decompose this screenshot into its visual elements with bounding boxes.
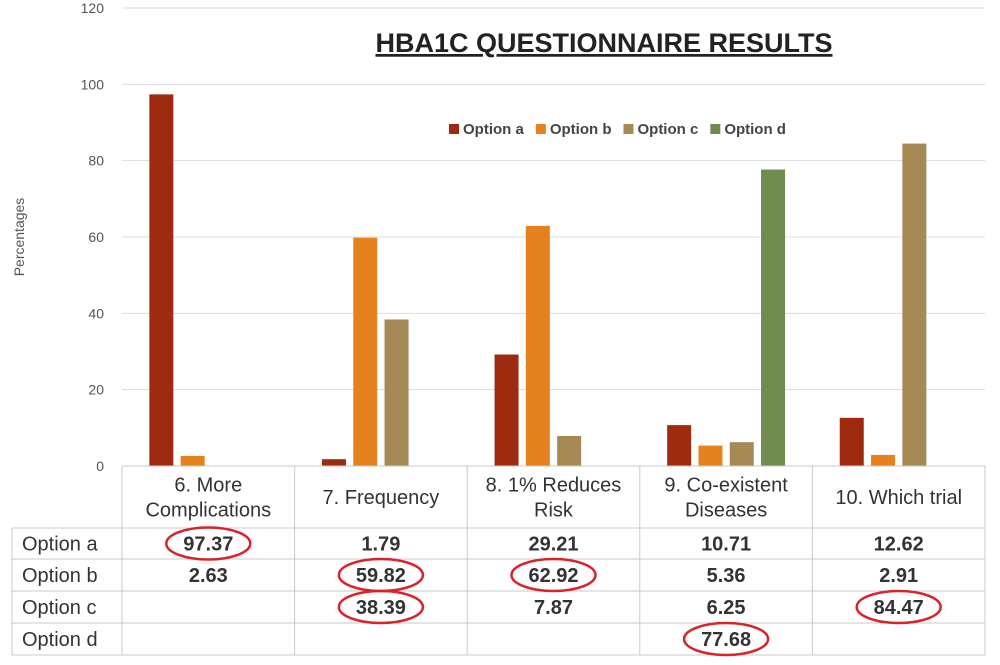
chart-title: HBA1C QUESTIONNAIRE RESULTS	[375, 28, 832, 58]
category-label: 7. Frequency	[323, 487, 440, 509]
y-axis: 0 20 40 60 80 100 120	[81, 0, 105, 474]
bar	[149, 94, 174, 467]
bar	[384, 319, 409, 466]
data-label: 77.68	[701, 629, 751, 651]
y-tick-label: 80	[88, 153, 104, 169]
category-label: Diseases	[685, 500, 767, 522]
bar	[557, 435, 582, 466]
highlight-circle	[510, 557, 597, 593]
bar	[761, 169, 786, 466]
data-label: 6.25	[707, 597, 746, 619]
y-tick-label: 20	[88, 382, 104, 398]
bar	[525, 225, 550, 466]
category-label: Complications	[145, 500, 271, 522]
category-label: 9. Co-existent	[664, 475, 788, 497]
highlight-circle	[855, 589, 942, 625]
data-label: 84.47	[874, 597, 924, 619]
legend-label: Option b	[550, 121, 612, 138]
y-tick-label: 60	[88, 229, 104, 245]
bar	[180, 455, 205, 466]
legend: Option a Option b Option c Option d	[449, 121, 786, 138]
bar	[667, 425, 692, 466]
category-label: Risk	[534, 500, 574, 522]
data-label: 10.71	[701, 534, 751, 556]
data-label: 7.87	[534, 597, 573, 619]
data-label: 62.92	[528, 565, 578, 587]
legend-label: Option c	[637, 121, 698, 138]
y-tick-label: 120	[81, 0, 105, 16]
category-label: 8. 1% Reduces	[486, 475, 622, 497]
row-label: Option d	[22, 629, 98, 651]
highlight-circle	[337, 589, 425, 625]
y-tick-label: 0	[96, 458, 104, 474]
legend-swatch	[535, 124, 546, 134]
bar	[321, 459, 346, 466]
highlight-circle	[165, 526, 252, 561]
row-label: Option c	[22, 597, 96, 619]
y-tick-label: 40	[88, 305, 104, 321]
legend-label: Option a	[463, 121, 524, 138]
y-axis-label: Percentages	[11, 198, 27, 277]
bar	[494, 354, 519, 466]
data-label: 29.21	[528, 534, 578, 556]
bars	[149, 94, 927, 467]
row-label: Option b	[22, 565, 98, 587]
legend-swatch	[623, 124, 634, 134]
bar	[729, 442, 754, 466]
legend-swatch	[449, 124, 459, 134]
bar	[902, 143, 927, 466]
bar	[698, 445, 723, 466]
data-table: 6. More Complications 7. Frequency 8. 1% Re…	[11, 465, 986, 657]
legend-swatch	[710, 124, 721, 134]
bar	[839, 417, 864, 466]
highlight-circle	[682, 621, 770, 657]
data-label: 12.62	[874, 534, 924, 556]
data-label: 38.39	[356, 597, 406, 619]
data-label: 59.82	[356, 565, 406, 587]
bar	[871, 454, 896, 466]
category-label: 6. More	[174, 475, 242, 497]
data-label: 1.79	[361, 534, 400, 556]
bar	[353, 237, 378, 466]
data-label: 2.63	[189, 565, 228, 587]
y-tick-label: 100	[81, 76, 105, 92]
legend-label: Option d	[724, 121, 786, 138]
data-label: 2.91	[879, 565, 918, 587]
row-label: Option a	[22, 534, 98, 556]
category-label: 10. Which trial	[835, 487, 962, 509]
data-label: 5.36	[707, 565, 746, 587]
data-label: 97.37	[183, 534, 233, 556]
